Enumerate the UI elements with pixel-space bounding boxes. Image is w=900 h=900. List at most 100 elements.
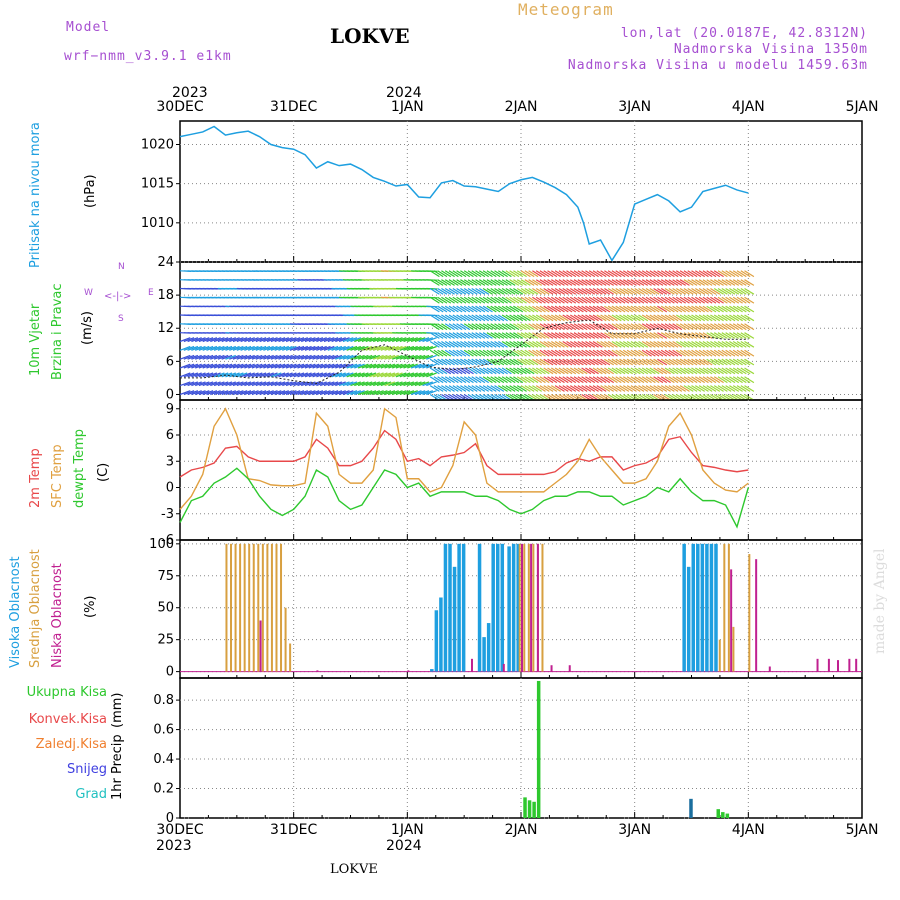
wind-barb — [327, 337, 339, 343]
wind-barb — [266, 381, 278, 387]
wind-barb — [497, 376, 508, 384]
wind-barb — [266, 372, 278, 378]
wind-barb — [206, 381, 218, 387]
wind-barb — [687, 385, 698, 392]
wind-barb — [641, 296, 652, 304]
ytick-label: 6 — [166, 354, 174, 369]
wind-barb — [588, 287, 599, 295]
wind-barb — [346, 372, 358, 378]
cloud-high-bar — [507, 546, 511, 672]
wind-barb — [259, 372, 271, 378]
wind-barb — [505, 314, 516, 322]
wind-barb — [736, 367, 747, 375]
wind-barb — [630, 296, 641, 304]
wind-barb — [452, 305, 463, 313]
wind-barb — [740, 305, 751, 313]
wind-barb — [740, 376, 751, 384]
wind-barb — [706, 332, 717, 339]
wind-barb — [501, 323, 512, 331]
wind-barb — [372, 381, 384, 387]
cloud-mid-bar — [252, 543, 255, 672]
wind-barb — [380, 363, 392, 369]
wind-barb — [429, 332, 440, 339]
cloud-low-bar — [836, 660, 839, 672]
wind-barb — [520, 358, 531, 366]
wind-barb — [592, 270, 603, 278]
wind-barb — [600, 279, 611, 286]
wind-barb — [452, 385, 463, 392]
wind-barb — [645, 358, 656, 366]
wind-barb — [429, 385, 440, 392]
cloud-high-bar — [477, 543, 482, 672]
wind-barb — [202, 372, 214, 378]
wind-barb — [649, 314, 660, 322]
wind-barb — [687, 287, 698, 295]
wind-barb — [395, 381, 407, 387]
wind-barb — [653, 305, 664, 313]
wind-barb — [467, 367, 478, 375]
wind-barb — [607, 385, 618, 392]
wind-barb — [293, 363, 305, 369]
wind-barb — [672, 323, 683, 331]
wind-barb — [497, 349, 508, 357]
wind-barb — [278, 345, 290, 351]
wind-barb — [198, 345, 210, 351]
wind-barb — [600, 340, 611, 348]
wind-barb — [452, 332, 463, 339]
cloud-mid-bar — [266, 543, 269, 672]
wind-barb — [429, 314, 440, 322]
wind-barb — [660, 340, 671, 348]
cloud-low-bar — [855, 658, 858, 672]
wind-barb — [471, 305, 482, 313]
wind-barb — [467, 358, 478, 366]
wind-barb — [607, 296, 618, 304]
wind-barb — [626, 305, 637, 313]
wind-barb — [482, 376, 493, 384]
wind-barb — [475, 358, 486, 366]
wind-barb — [460, 279, 471, 286]
wind-barb — [524, 332, 535, 339]
wind-barb — [706, 340, 717, 348]
wind-barb — [657, 323, 668, 331]
wind-barb — [433, 332, 444, 339]
wind-barb — [566, 296, 577, 304]
wind-barb — [308, 381, 320, 387]
wind-barb — [187, 337, 199, 343]
wind-barb — [600, 349, 611, 357]
wind-barb — [736, 296, 747, 304]
wind-barb — [490, 376, 501, 384]
wind-barb — [713, 358, 724, 366]
wind-barb — [585, 305, 596, 313]
wind-barb — [596, 279, 607, 286]
wind-barb — [645, 296, 656, 304]
wind-barb — [691, 270, 702, 278]
wind-barb — [369, 372, 381, 378]
wind-barb — [369, 381, 381, 387]
wind-barb — [710, 287, 721, 295]
wind-barb — [596, 367, 607, 375]
wind-barb — [710, 376, 721, 384]
wind-barb — [297, 337, 309, 343]
precip-total-bar — [536, 680, 541, 818]
wind-barb — [460, 385, 471, 392]
wind-barb — [282, 390, 293, 396]
wind-barb — [679, 287, 690, 295]
wind-barb — [638, 376, 649, 384]
wind-barb — [649, 270, 660, 278]
wind-barb — [679, 376, 690, 384]
wind-barb — [585, 332, 596, 339]
wind-barb — [585, 287, 596, 295]
wind-barb — [285, 337, 297, 343]
wind-barb — [478, 340, 490, 348]
date-tick-bottom: 2JAN — [504, 822, 538, 838]
wind-barb — [357, 354, 369, 360]
wind-barb — [668, 287, 679, 295]
wind-barb — [554, 287, 565, 295]
wind-barb — [683, 305, 694, 313]
wind-barb — [278, 390, 290, 396]
wind-barb — [721, 314, 732, 322]
wind-barb — [573, 340, 584, 348]
ytick-label: 12 — [157, 321, 174, 336]
precip-total-bar — [523, 797, 527, 818]
wind-barb — [713, 376, 724, 384]
